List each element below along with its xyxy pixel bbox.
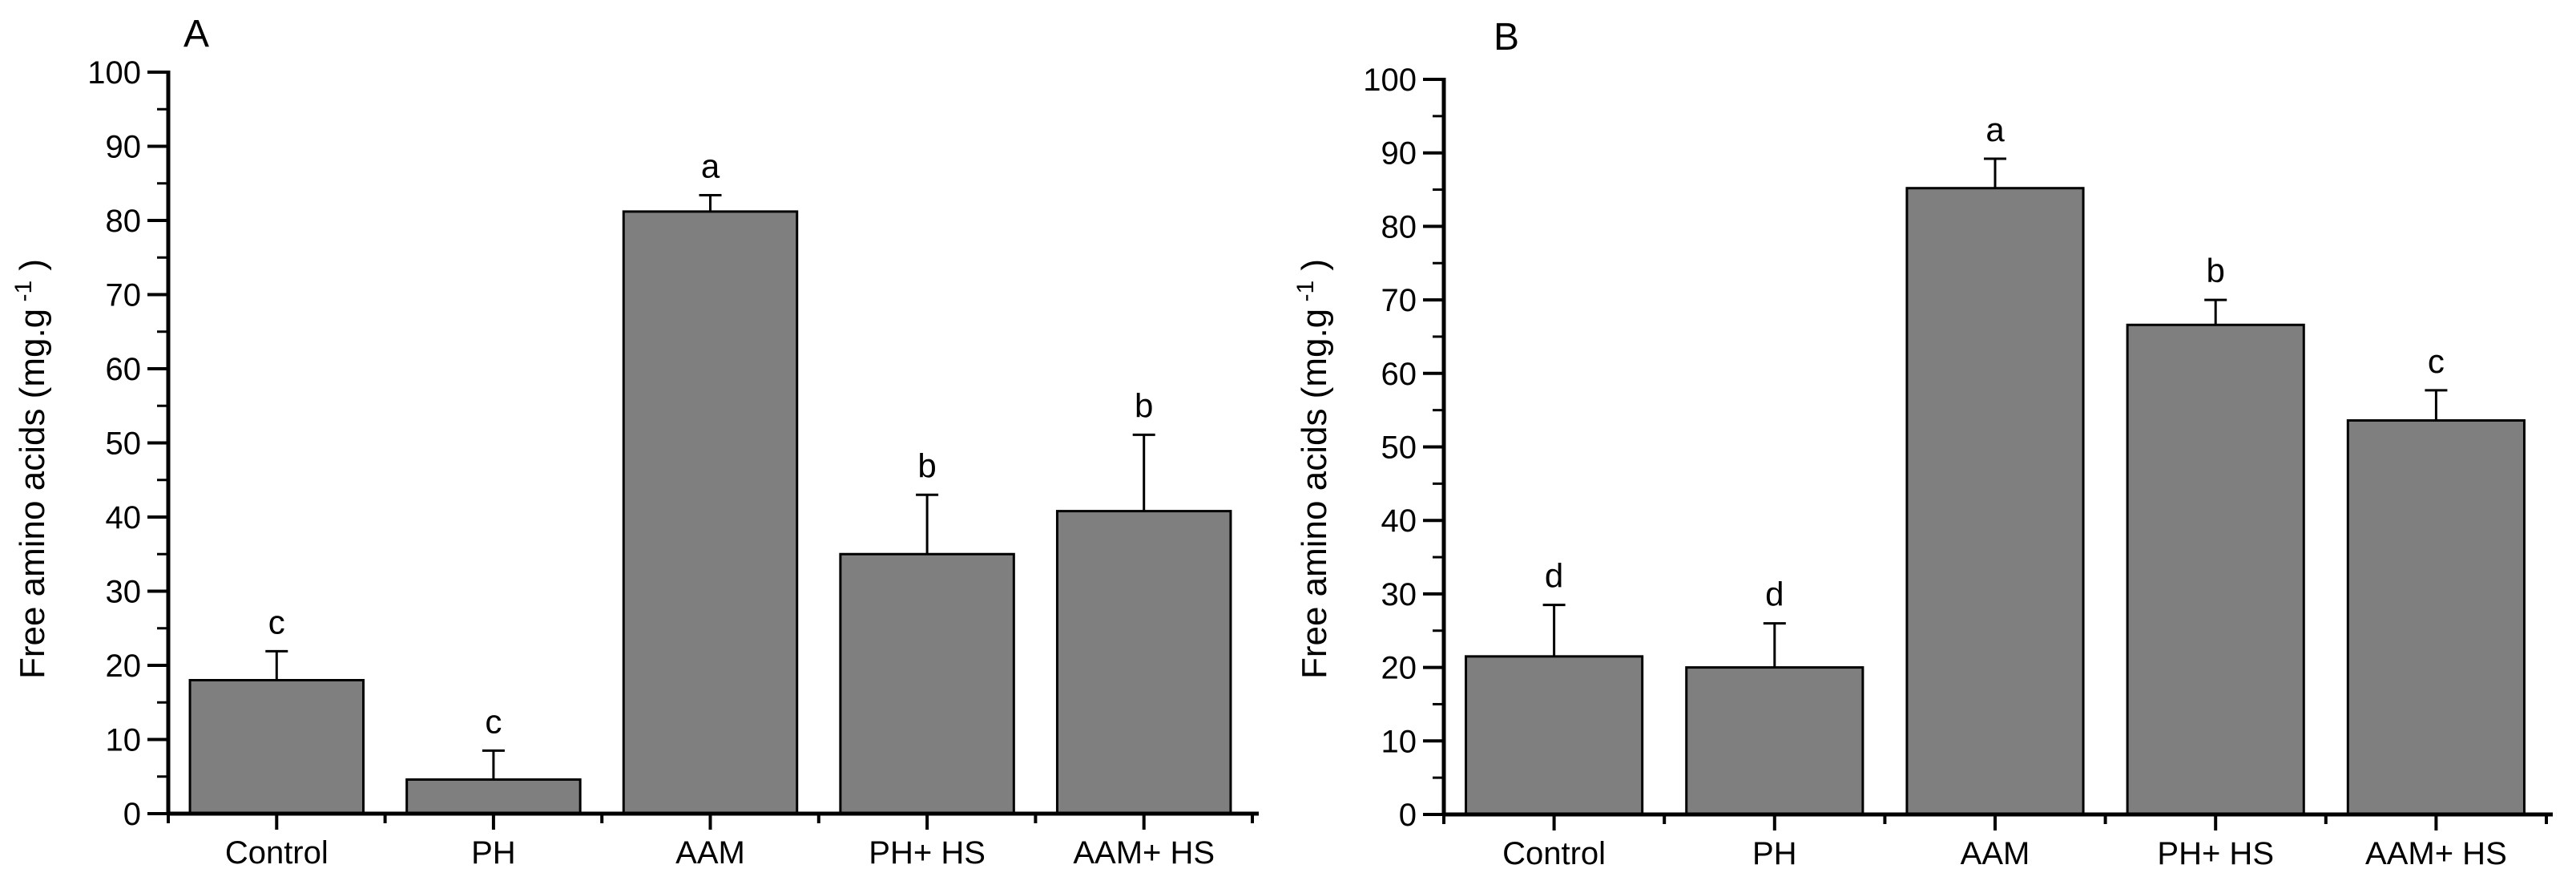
- panel-letter: B: [1494, 16, 1519, 59]
- x-category-label-AAM+ HS: AAM+ HS: [2365, 836, 2507, 871]
- panel-A: c c a b b 0 10 20 30 40 50 60 70 80 90 100 Control PH AAM P…: [10, 13, 1259, 871]
- sig-letter-PH: c: [485, 702, 502, 740]
- y-tick-label-40: 40: [1381, 503, 1417, 539]
- y-tick-label-60: 60: [1381, 357, 1417, 392]
- y-tick-label-20: 20: [1381, 651, 1417, 686]
- y-axis-title: Free amino acids (mg.g -1 ): [1292, 259, 1334, 679]
- x-ticks: [167, 814, 1254, 830]
- y-tick-label-90: 90: [106, 130, 142, 165]
- y-tick-label-30: 30: [1381, 577, 1417, 612]
- y-tick-label-10: 10: [1381, 724, 1417, 759]
- y-tick-label-0: 0: [123, 797, 141, 832]
- y-tick-label-80: 80: [106, 204, 142, 239]
- y-tick-label-80: 80: [1381, 209, 1417, 244]
- x-category-label-PH: PH: [1752, 836, 1797, 871]
- sig-letter-PH: d: [1765, 576, 1784, 613]
- error-bar-PH+ HS: [2204, 298, 2227, 325]
- error-bar-AAM: [1984, 157, 2006, 188]
- y-ticks: 0 10 20 30 40 50 60 70 80 90 100: [1363, 63, 1444, 833]
- error-bar-AAM+ HS: [1132, 433, 1155, 511]
- bar-PH: [1685, 666, 1864, 816]
- x-category-label-PH+ HS: PH+ HS: [2157, 836, 2274, 871]
- y-tick-label-70: 70: [106, 278, 142, 313]
- bar-PH: [405, 778, 582, 815]
- y-tick-label-50: 50: [106, 426, 142, 462]
- error-bar-PH+ HS: [916, 493, 939, 555]
- y-tick-label-100: 100: [1363, 63, 1417, 98]
- sig-letter-PH+ HS: b: [917, 447, 936, 484]
- y-tick-label-60: 60: [106, 352, 142, 387]
- x-category-label-AAM: AAM: [675, 835, 745, 871]
- y-tick-label-50: 50: [1381, 430, 1417, 466]
- bar-Control: [188, 679, 365, 815]
- y-tick-label-30: 30: [106, 575, 142, 610]
- bar-AAM+ HS: [1055, 510, 1232, 815]
- y-tick-label-70: 70: [1381, 283, 1417, 318]
- sig-letter-PH+ HS: b: [2207, 252, 2225, 289]
- y-tick-label-40: 40: [106, 500, 142, 535]
- x-category-label-AAM: AAM: [1961, 836, 2030, 871]
- sig-letter-AAM+ HS: b: [1135, 386, 1153, 424]
- y-tick-label-100: 100: [87, 55, 141, 91]
- error-bar-PH: [482, 749, 505, 780]
- x-ticks: [1442, 814, 2548, 830]
- bar-AAM: [622, 210, 799, 815]
- sig-letter-AAM+ HS: c: [2428, 342, 2445, 380]
- sig-letter-Control: c: [268, 603, 285, 640]
- sig-letter-AAM: a: [701, 147, 720, 185]
- y-tick-label-20: 20: [106, 649, 142, 684]
- error-bar-PH: [1763, 622, 1786, 668]
- sig-letter-AAM: a: [1985, 111, 2005, 148]
- error-bar-Control: [1542, 604, 1566, 657]
- bar-PH+ HS: [839, 552, 1015, 815]
- x-category-label-Control: Control: [1502, 836, 1606, 871]
- x-category-label-PH: PH: [471, 835, 516, 871]
- error-bar-Control: [265, 649, 288, 681]
- panel-letter: A: [183, 13, 209, 55]
- bar-PH+ HS: [2126, 323, 2305, 816]
- x-category-label-PH+ HS: PH+ HS: [869, 835, 986, 871]
- bar-AAM+ HS: [2346, 418, 2526, 816]
- y-tick-label-10: 10: [106, 723, 142, 758]
- x-category-label-Control: Control: [225, 835, 329, 871]
- bar-AAM: [1905, 187, 2085, 816]
- sig-letter-Control: d: [1545, 557, 1563, 595]
- y-tick-label-90: 90: [1381, 136, 1417, 172]
- x-category-label-AAM+ HS: AAM+ HS: [1073, 835, 1215, 871]
- y-tick-label-0: 0: [1399, 798, 1417, 833]
- panel-B: d d a b c 0 10 20 30 40 50 60 70 80 90 100 Control PH AAM P…: [1292, 16, 2553, 871]
- y-ticks: 0 10 20 30 40 50 60 70 80 90 100: [87, 55, 168, 832]
- bar-Control: [1465, 655, 1644, 816]
- error-bar-AAM: [699, 194, 722, 212]
- y-axis-title: Free amino acids (mg.g -1 ): [10, 259, 52, 679]
- error-bar-AAM+ HS: [2425, 389, 2448, 421]
